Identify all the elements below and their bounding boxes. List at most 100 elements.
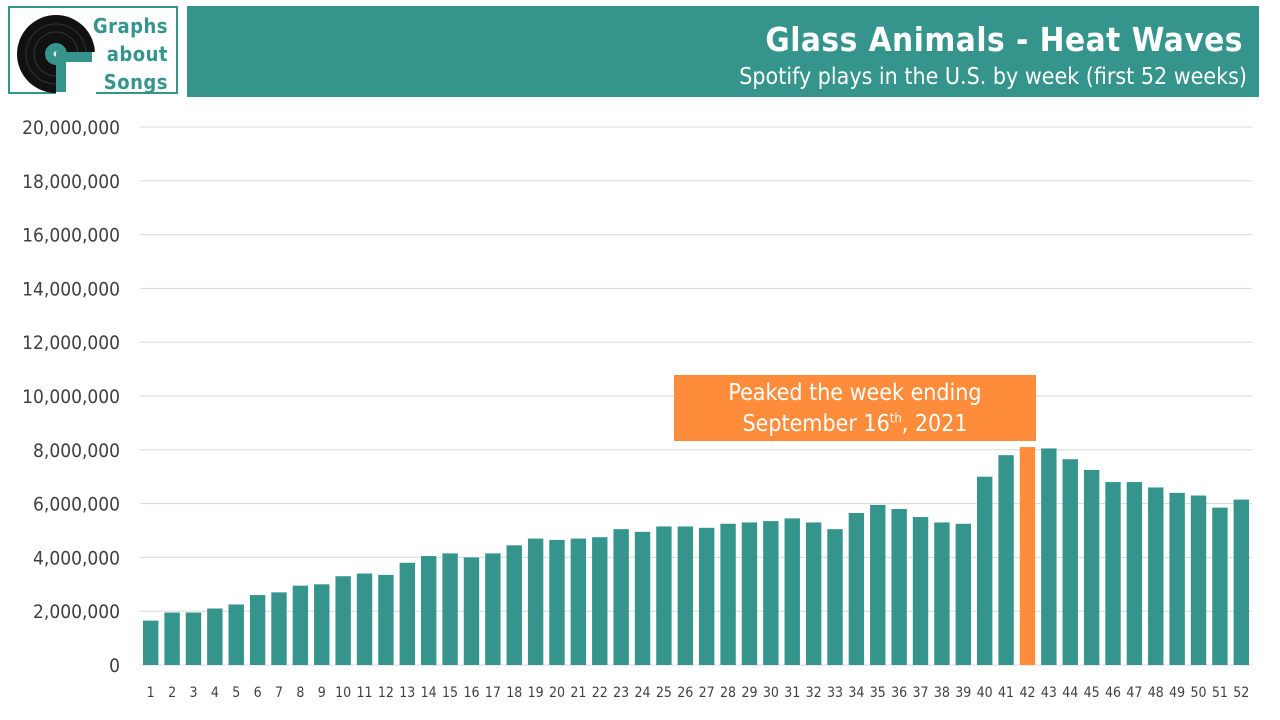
x-tick-label: 16 — [463, 685, 479, 701]
x-tick-label: 18 — [506, 685, 522, 701]
y-tick-label: 0 — [109, 655, 120, 677]
x-tick-label: 29 — [741, 685, 757, 701]
x-tick-label: 14 — [421, 685, 437, 701]
x-tick-label: 11 — [357, 685, 373, 701]
x-tick-label: 48 — [1148, 685, 1164, 701]
bar — [934, 522, 950, 665]
y-tick-label: 14,000,000 — [22, 278, 120, 300]
x-axis-tick-labels: 1 2 3 4 5 6 7 8 9 10 11 12 13 14 15 16 17 18 19 20 21 22 23 24 2… — [147, 685, 1250, 701]
chart-subtitle: Spotify plays in the U.S. by week (first… — [739, 64, 1247, 90]
bar — [506, 545, 522, 665]
y-tick-label: 18,000,000 — [22, 171, 120, 193]
bar — [249, 595, 266, 665]
y-tick-label: 6,000,000 — [33, 494, 120, 516]
x-tick-label: 12 — [378, 685, 394, 701]
x-tick-label: 2 — [168, 685, 176, 701]
bar — [549, 539, 565, 665]
bar — [848, 513, 865, 665]
x-tick-label: 13 — [399, 685, 415, 701]
bar — [1169, 492, 1185, 665]
bar — [698, 527, 715, 665]
bar — [314, 584, 330, 665]
bar — [527, 538, 544, 665]
x-tick-label: 43 — [1041, 685, 1057, 701]
logo-line-3: Songs — [103, 70, 168, 94]
x-tick-label: 36 — [891, 685, 907, 701]
x-tick-label: 46 — [1105, 685, 1121, 701]
bar — [142, 620, 159, 665]
bars — [142, 447, 1250, 665]
bar — [634, 531, 651, 665]
bar — [656, 526, 672, 665]
y-axis-tick-labels: 0 2,000,000 4,000,000 6,000,000 8,000,000 10,… — [22, 117, 120, 677]
x-tick-label: 20 — [549, 685, 565, 701]
x-tick-label: 9 — [318, 685, 326, 701]
bar — [1062, 459, 1078, 665]
bar — [1212, 507, 1228, 665]
x-tick-label: 39 — [955, 685, 971, 701]
bar — [185, 612, 202, 665]
x-tick-label: 4 — [211, 685, 219, 701]
peak-annotation-line-2: September 16th, 2021 — [674, 409, 1036, 440]
x-tick-label: 6 — [254, 685, 262, 701]
bar — [378, 574, 394, 665]
logo-text: Graphs about Songs — [93, 12, 168, 96]
x-tick-label: 49 — [1169, 685, 1185, 701]
bar — [592, 537, 608, 665]
x-tick-label: 19 — [528, 685, 544, 701]
x-tick-label: 25 — [656, 685, 672, 701]
bar — [955, 523, 972, 665]
peak-year-text: , 2021 — [901, 411, 968, 437]
y-tick-label: 2,000,000 — [33, 601, 120, 623]
peak-date-ordinal: th — [889, 411, 902, 427]
bar — [1083, 469, 1100, 665]
x-tick-label: 1 — [147, 685, 155, 701]
bar — [1148, 487, 1164, 665]
x-tick-label: 38 — [934, 685, 950, 701]
graphs-about-songs-logo: Graphs about Songs — [8, 6, 178, 94]
x-tick-label: 40 — [977, 685, 993, 701]
y-tick-label: 8,000,000 — [33, 440, 120, 462]
bar — [420, 556, 437, 665]
x-tick-label: 32 — [806, 685, 822, 701]
x-tick-label: 7 — [275, 685, 283, 701]
y-tick-label: 16,000,000 — [22, 225, 120, 247]
peak-date-text: September 16 — [742, 411, 890, 437]
bar — [164, 612, 180, 665]
y-tick-label: 12,000,000 — [22, 332, 120, 354]
x-tick-label: 21 — [570, 685, 586, 701]
y-tick-label: 4,000,000 — [33, 547, 120, 569]
x-tick-label: 52 — [1233, 685, 1249, 701]
x-tick-label: 47 — [1126, 685, 1142, 701]
logo-line-2: about — [106, 42, 168, 66]
x-tick-label: 51 — [1212, 685, 1228, 701]
bar — [1105, 482, 1121, 665]
bar — [870, 504, 886, 665]
x-tick-label: 34 — [848, 685, 864, 701]
bar — [228, 604, 244, 665]
bar — [976, 476, 993, 665]
bar — [677, 526, 694, 665]
x-tick-label: 26 — [677, 685, 693, 701]
x-tick-label: 30 — [763, 685, 779, 701]
x-tick-label: 27 — [699, 685, 715, 701]
bar-peak — [1019, 447, 1036, 665]
bar — [399, 562, 416, 665]
bar — [784, 518, 800, 665]
x-tick-label: 28 — [720, 685, 736, 701]
chart-title: Glass Animals - Heat Waves — [765, 20, 1243, 59]
bar — [1233, 499, 1250, 665]
bar — [207, 608, 223, 665]
x-tick-label: 37 — [913, 685, 929, 701]
bar — [912, 517, 929, 665]
bar — [335, 576, 351, 665]
x-tick-label: 17 — [485, 685, 501, 701]
chart-header: Glass Animals - Heat Waves Spotify plays… — [187, 6, 1259, 97]
x-tick-label: 45 — [1084, 685, 1100, 701]
bar — [613, 529, 629, 665]
bar — [891, 508, 907, 665]
bar — [827, 529, 843, 665]
bar — [720, 523, 736, 665]
y-tick-label: 10,000,000 — [22, 386, 120, 408]
